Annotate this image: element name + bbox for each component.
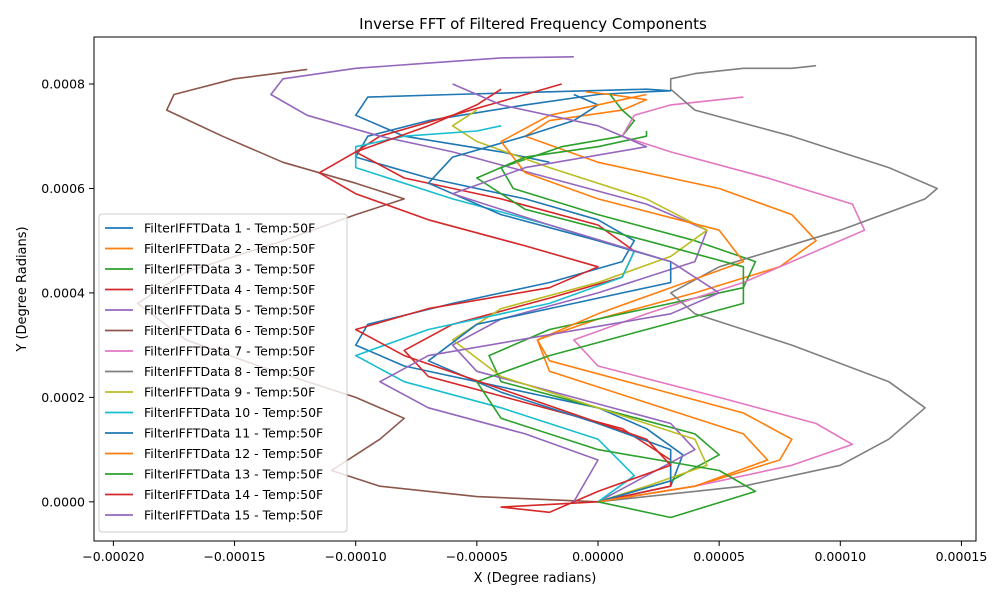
- legend-label-6: FilterIFFTData 6 - Temp:50F: [144, 323, 315, 338]
- legend-label-4: FilterIFFTData 4 - Temp:50F: [144, 282, 315, 297]
- legend-label-14: FilterIFFTData 14 - Temp:50F: [144, 487, 323, 502]
- series-line-7: [572, 96, 866, 503]
- x-tick-label: −0.00005: [446, 549, 508, 564]
- series-line-11: [427, 93, 672, 503]
- legend-label-15: FilterIFFTData 15 - Temp:50F: [144, 508, 323, 523]
- y-tick-label: 0.0002: [41, 390, 85, 405]
- legend-label-8: FilterIFFTData 8 - Temp:50F: [144, 364, 315, 379]
- series-line-8: [597, 64, 939, 503]
- series-line-3: [488, 94, 757, 503]
- y-axis-label: Y (Degree Radians): [15, 226, 30, 352]
- x-axis-label: X (Degree radians): [474, 571, 597, 586]
- series-line-9: [451, 109, 708, 503]
- x-tick-label: 0.00015: [936, 549, 988, 564]
- y-tick-label: 0.0008: [41, 77, 85, 92]
- plot-frame: [93, 36, 977, 542]
- series-line-5: [270, 56, 708, 503]
- legend-label-13: FilterIFFTData 13 - Temp:50F: [144, 467, 323, 482]
- series-line-14: [318, 88, 672, 514]
- legend: FilterIFFTData 1 - Temp:50F FilterIFFTDat…: [98, 213, 348, 533]
- x-tick-label: 0.00005: [693, 549, 745, 564]
- legend-label-9: FilterIFFTData 9 - Temp:50F: [144, 385, 315, 400]
- legend-box: [98, 213, 348, 533]
- legend-label-7: FilterIFFTData 7 - Temp:50F: [144, 344, 315, 359]
- x-tick-label: 0.00010: [814, 549, 866, 564]
- x-axis: −0.00020 −0.00015 −0.00010 −0.00005 0.00000 0…: [82, 541, 987, 564]
- legend-label-1: FilterIFFTData 1 - Temp:50F: [144, 221, 315, 236]
- legend-label-2: FilterIFFTData 2 - Temp:50F: [144, 241, 315, 256]
- legend-label-10: FilterIFFTData 10 - Temp:50F: [144, 405, 323, 420]
- legend-label-3: FilterIFFTData 3 - Temp:50F: [144, 262, 315, 277]
- series-line-13: [475, 131, 757, 519]
- x-tick-label: 0.00000: [572, 549, 624, 564]
- y-axis: 0.0000 0.0002 0.0004 0.0006 0.0008: [41, 77, 94, 509]
- y-tick-label: 0.0006: [41, 181, 85, 196]
- series-line-12: [500, 93, 769, 503]
- x-tick-label: −0.00010: [325, 549, 387, 564]
- y-tick-label: 0.0004: [41, 285, 85, 300]
- legend-label-5: FilterIFFTData 5 - Temp:50F: [144, 303, 315, 318]
- legend-label-11: FilterIFFTData 11 - Temp:50F: [144, 426, 323, 441]
- series-line-1: [354, 88, 684, 503]
- chart-title: Inverse FFT of Filtered Frequency Compon…: [359, 15, 707, 33]
- x-tick-label: −0.00015: [203, 549, 265, 564]
- series-line-15: [379, 83, 721, 503]
- legend-label-12: FilterIFFTData 12 - Temp:50F: [144, 446, 323, 461]
- x-tick-label: −0.00020: [82, 549, 144, 564]
- y-tick-label: 0.0000: [41, 494, 85, 509]
- series-line-10: [354, 125, 636, 503]
